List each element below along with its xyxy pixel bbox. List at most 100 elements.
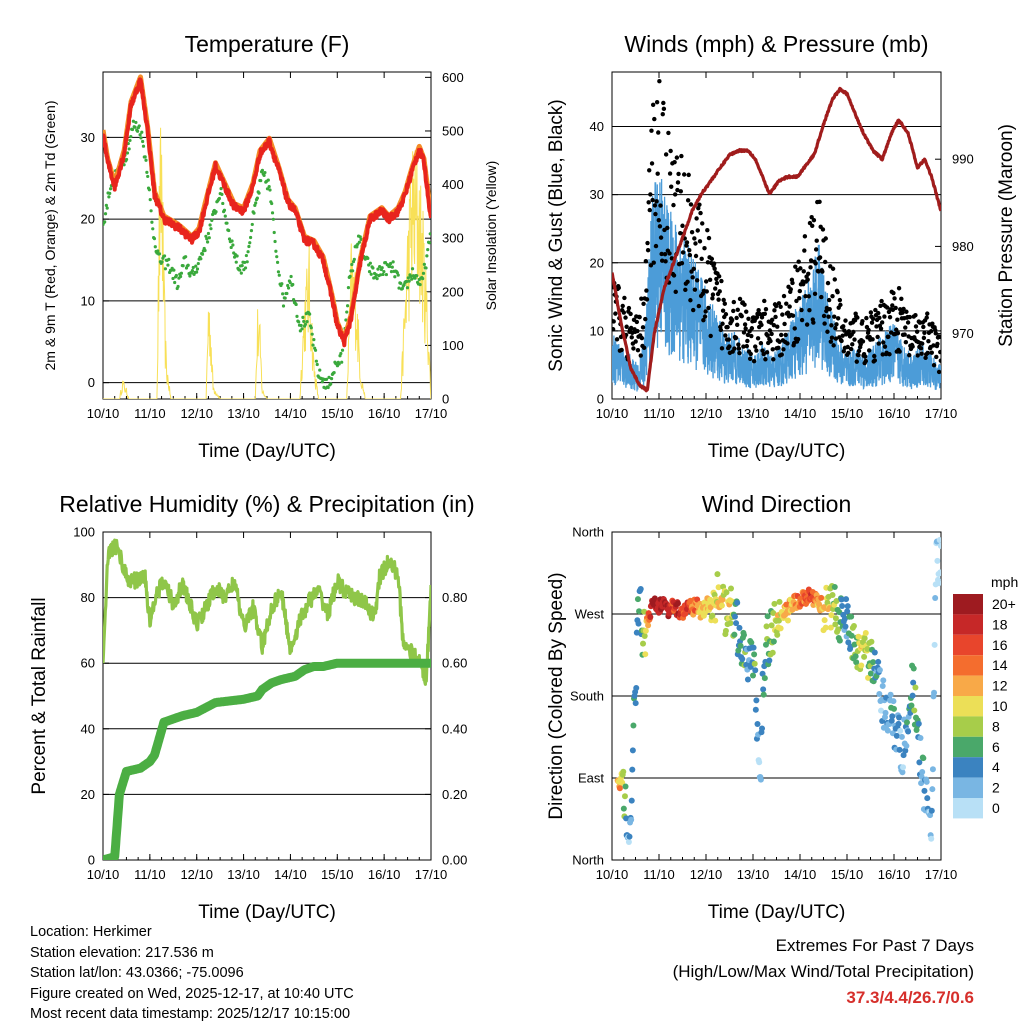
colorbar-swatch [953, 634, 983, 656]
wind_direction-xtick-label: 11/10 [643, 867, 675, 882]
temperature-ytick-right-label: 500 [442, 123, 464, 138]
colorbar-swatch [953, 777, 983, 798]
humidity-ytick-right-label: 0.60 [442, 656, 467, 671]
direction-point [911, 707, 918, 714]
dewpoint-point [388, 264, 392, 269]
colorbar-label: 10 [992, 698, 1008, 714]
gust-point [813, 247, 819, 252]
wind_direction-xlabel: Time (Day/UTC) [708, 902, 846, 923]
dewpoint-point [351, 269, 355, 273]
direction-point [852, 653, 859, 660]
direction-point [635, 620, 642, 627]
gust-point [621, 310, 627, 315]
gust-point [868, 310, 874, 315]
colorbar-label: 8 [992, 718, 1000, 734]
direction-point [628, 797, 635, 804]
gust-point [745, 332, 751, 338]
dewpoint-point [138, 133, 142, 137]
wind_direction-xtick-label: 14/10 [784, 867, 817, 882]
gust-point [779, 352, 784, 357]
gust-point [656, 217, 662, 223]
gust-point [756, 308, 761, 313]
gust-point [897, 349, 902, 354]
direction-point [621, 793, 628, 800]
direction-point [865, 674, 872, 681]
direction-point [838, 596, 845, 603]
direction-point [893, 732, 900, 739]
gust-point [635, 348, 641, 353]
dewpoint-point [104, 203, 108, 207]
dewpoint-point [308, 312, 312, 316]
wind_direction-xtick-label: 13/10 [737, 867, 770, 882]
gust-point [701, 317, 706, 323]
dewpoint-point [424, 266, 428, 270]
wind_direction-ytick-label: East [578, 771, 604, 786]
dewpoint-point [378, 265, 382, 269]
gust-point [624, 324, 629, 329]
direction-point [910, 665, 917, 672]
winds-xtick-label: 10/10 [596, 406, 629, 421]
gust-point [634, 319, 640, 325]
dewpoint-point [176, 284, 180, 289]
gust-point [722, 301, 727, 306]
gust-point [675, 187, 680, 193]
direction-point [626, 833, 633, 840]
humidity-panel: Relative Humidity (%) & Precipitation (i… [29, 491, 475, 923]
gust-point [903, 340, 909, 345]
gust-point [806, 294, 812, 299]
colorbar-label: 0 [992, 800, 1000, 816]
dewpoint-point [378, 273, 383, 277]
gust-point [840, 333, 845, 338]
direction-point [734, 599, 741, 606]
dewpoint-point [393, 275, 397, 279]
direction-point [832, 621, 839, 628]
dewpoint-point [294, 302, 298, 307]
gust-point [675, 180, 681, 185]
dewpoint-point [172, 268, 176, 272]
gust-point [619, 347, 624, 353]
dewpoint-point [313, 348, 318, 352]
humidity-xtick-label: 11/10 [134, 867, 166, 882]
dewpoint-point [249, 235, 253, 240]
gust-point [810, 223, 815, 228]
direction-point [909, 692, 916, 699]
dewpoint-point [305, 320, 309, 324]
dewpoint-point [207, 236, 211, 240]
direction-point [735, 647, 742, 654]
gust-point [765, 333, 770, 338]
dewpoint-point [252, 211, 256, 215]
dewpoint-point [318, 368, 322, 372]
colorbar-label: 6 [992, 739, 1000, 755]
direction-point [822, 624, 829, 631]
dewpoint-point [397, 286, 401, 290]
direction-point [900, 764, 907, 771]
dewpoint-series [103, 119, 431, 390]
gust-point [672, 192, 678, 197]
gust-point [681, 172, 687, 177]
gust-point [798, 266, 803, 271]
gust-point [751, 358, 757, 364]
gust-point [691, 307, 696, 313]
gust-point [913, 324, 919, 329]
extremes-summary: Extremes For Past 7 Days (High/Low/Max W… [673, 933, 974, 1011]
elevation-text: Station elevation: 217.536 m [30, 944, 214, 961]
gust-point [690, 275, 695, 280]
winds-ytick-label: 10 [590, 323, 604, 338]
gust-point [697, 239, 703, 244]
dewpoint-point [133, 125, 137, 129]
direction-point [832, 615, 839, 622]
dewpoint-point [382, 269, 386, 274]
dewpoint-point [280, 282, 284, 286]
dewpoint-point [209, 227, 213, 231]
dewpoint-point [301, 315, 305, 319]
dewpoint-point [405, 286, 410, 290]
gust-point [759, 322, 764, 328]
gust-point [680, 223, 685, 228]
temperature-ytick-label: 30 [81, 130, 95, 145]
direction-point [723, 589, 730, 596]
gust-point [814, 238, 819, 243]
direction-point [861, 635, 868, 642]
gust-point [678, 189, 684, 194]
dewpoint-point [428, 232, 431, 236]
direction-point [719, 596, 726, 603]
